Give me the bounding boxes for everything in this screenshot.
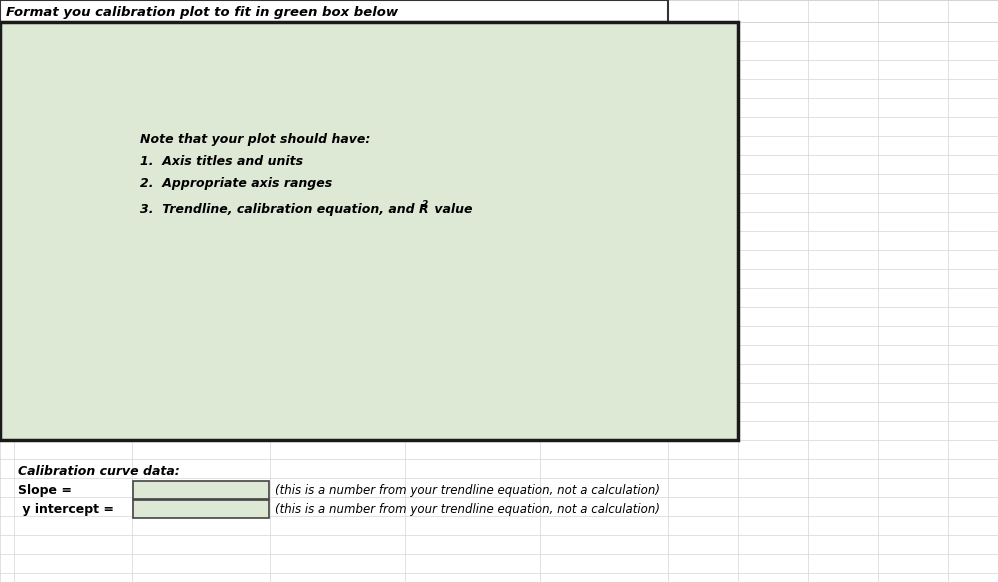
Text: Format you calibration plot to fit in green box below: Format you calibration plot to fit in gr… xyxy=(6,6,398,19)
Bar xyxy=(0,22,738,440)
Text: 2.  Appropriate axis ranges: 2. Appropriate axis ranges xyxy=(140,176,332,190)
Text: Slope =: Slope = xyxy=(18,484,72,497)
Text: 1.  Axis titles and units: 1. Axis titles and units xyxy=(140,155,303,168)
Text: Note that your plot should have:: Note that your plot should have: xyxy=(140,133,370,146)
Text: (this is a number from your trendline equation, not a calculation): (this is a number from your trendline eq… xyxy=(275,503,660,516)
Text: 3.  Trendline, calibration equation, and R: 3. Trendline, calibration equation, and … xyxy=(140,203,428,216)
Text: (this is a number from your trendline equation, not a calculation): (this is a number from your trendline eq… xyxy=(275,484,660,497)
Bar xyxy=(133,500,269,518)
Text: 2: 2 xyxy=(422,200,428,209)
Bar xyxy=(133,481,269,499)
Text: value: value xyxy=(430,203,472,216)
Text: y intercept =: y intercept = xyxy=(18,503,114,516)
Bar xyxy=(0,0,668,22)
Text: Calibration curve data:: Calibration curve data: xyxy=(18,465,180,478)
